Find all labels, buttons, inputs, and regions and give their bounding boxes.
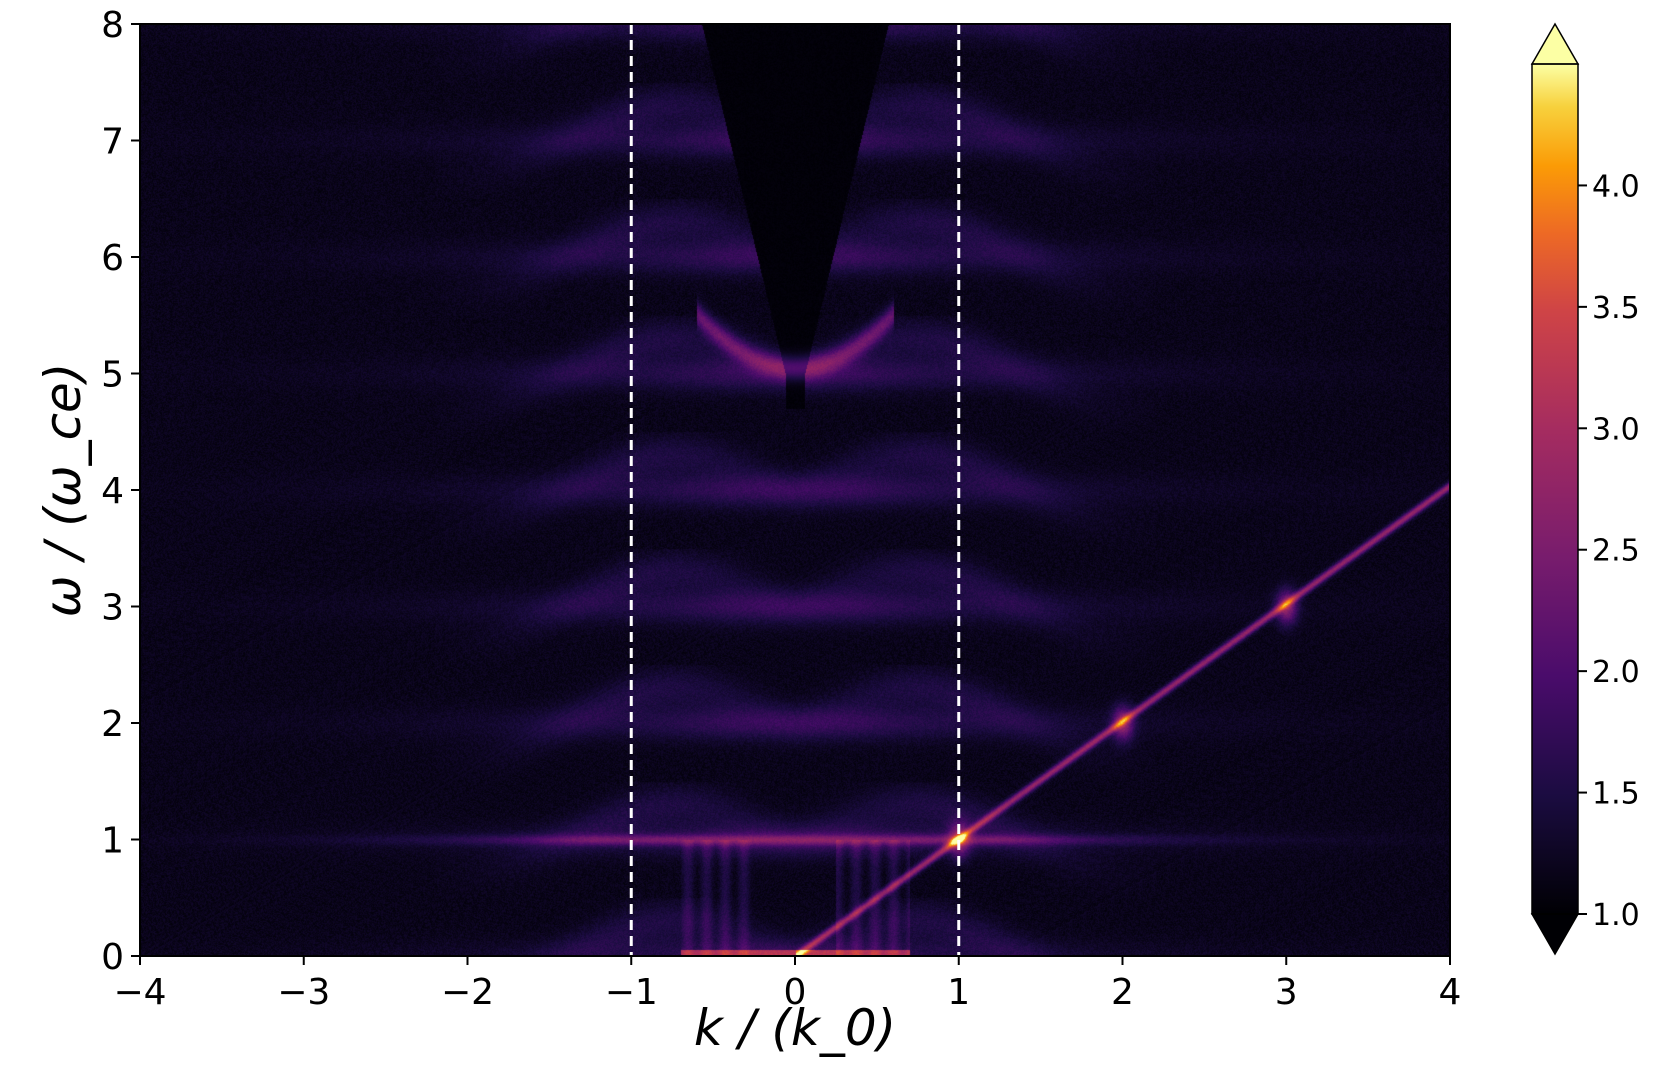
colorbar-gradient [1532,64,1578,914]
heatmap-image [140,24,1450,956]
colorbar-tick-label: 4.0 [1592,169,1640,204]
x-tick-label: 1 [947,972,970,1013]
y-tick-label: 0 [101,937,124,978]
colorbar-tick-label: 1.0 [1592,898,1640,933]
colorbar-extend-min [1530,913,1580,956]
y-axis-title: ω / (ω_ce) [34,363,92,618]
x-tick-label: −1 [605,972,658,1013]
y-tick-label: 4 [101,471,124,512]
colorbar-frame [1531,63,1579,915]
x-tick-label: −3 [277,972,330,1013]
x-tick-label: 0 [784,972,807,1013]
colorbar-tick-label: 2.0 [1592,655,1640,690]
y-tick-label: 8 [101,5,124,46]
y-tick-label: 2 [101,704,124,745]
x-tick-label: 4 [1439,972,1462,1013]
y-tick-label: 6 [101,238,124,279]
x-tick-label: 2 [1111,972,1134,1013]
colorbar-tick-label: 1.5 [1592,777,1640,812]
colorbar-tick-label: 3.0 [1592,412,1640,447]
y-tick-label: 3 [101,588,124,629]
colorbar-tick-label: 2.5 [1592,534,1640,569]
colorbar-tick-label: 3.5 [1592,291,1640,326]
x-tick-label: 3 [1275,972,1298,1013]
y-tick-label: 5 [101,355,124,396]
x-axis-title: k / (k_0) [694,999,896,1057]
x-tick-label: −4 [113,972,166,1013]
y-tick-label: 1 [101,821,124,862]
y-tick-label: 7 [101,122,124,163]
colorbar-extend-max [1530,22,1580,65]
x-tick-label: −2 [441,972,494,1013]
